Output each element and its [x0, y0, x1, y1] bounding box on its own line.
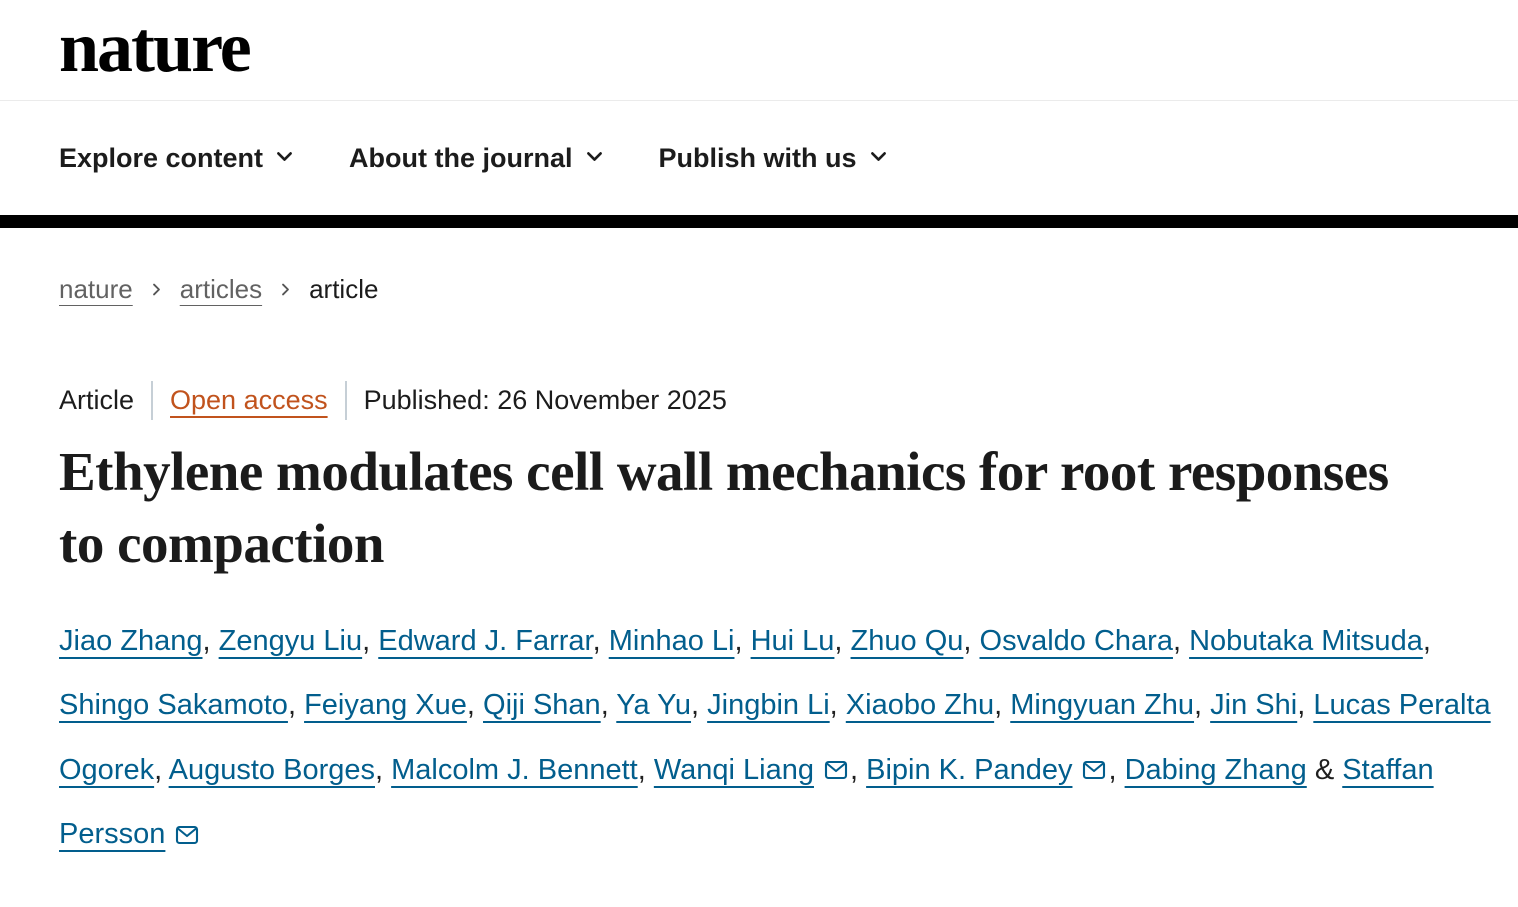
article-page: nature articles article Article Open acc… [0, 274, 1518, 867]
masthead: nature [0, 0, 1518, 101]
author-separator: , [1172, 625, 1190, 658]
author-separator: , [734, 625, 751, 658]
author-link[interactable]: Feiyang Xue [304, 688, 467, 721]
author-link[interactable]: Jin Shi [1210, 688, 1298, 721]
article-type-label: Article [59, 385, 135, 415]
author-link[interactable]: Malcolm J. Bennett [391, 753, 638, 786]
author-separator: , [592, 625, 609, 658]
author-link[interactable]: Ya Yu [616, 688, 692, 721]
author-link[interactable]: Staffan Persson [59, 753, 1434, 851]
chevron-right-icon [277, 274, 294, 305]
article-title: Ethylene modulates cell wall mechanics f… [59, 441, 1389, 575]
author-separator: , [637, 753, 654, 786]
author-link[interactable]: Dabing Zhang [1124, 753, 1307, 786]
author-link[interactable]: Nobutaka Mitsuda [1189, 625, 1423, 658]
author-link[interactable]: Jingbin Li [707, 688, 830, 721]
author-separator: , [834, 625, 851, 658]
nav-item-label: Publish with us [658, 142, 857, 173]
primary-nav: Explore content About the journal Publis… [0, 101, 1518, 215]
author-link[interactable]: Augusto Borges [168, 753, 375, 786]
author-ampersand: & [1306, 753, 1343, 786]
author-separator: , [1108, 753, 1125, 786]
chevron-down-icon [274, 143, 295, 174]
author-separator: , [362, 625, 379, 658]
author-link[interactable]: Osvaldo Chara [979, 625, 1173, 658]
author-separator: , [374, 753, 392, 786]
author-link[interactable]: Lucas Peralta Ogorek [59, 688, 1491, 786]
author-link[interactable]: Wanqi Liang [653, 753, 814, 786]
article-meta-row: Article Open access Published: 26 Novemb… [59, 381, 1518, 420]
author-link[interactable]: Hui Lu [750, 625, 835, 658]
author-separator: , [202, 625, 219, 658]
author-separator: , [466, 688, 484, 721]
nature-logo[interactable]: nature [59, 7, 252, 87]
nav-explore-content[interactable]: Explore content [59, 143, 295, 174]
header-divider-bar [0, 215, 1518, 228]
author-separator: , [1297, 688, 1314, 721]
breadcrumb-link-articles[interactable]: articles [179, 274, 263, 304]
author-separator: , [994, 688, 1011, 721]
site-header: nature Explore content About the journal… [0, 0, 1518, 228]
author-link[interactable]: Xiaobo Zhu [845, 688, 995, 721]
author-separator: , [1422, 625, 1431, 658]
breadcrumb-link-nature[interactable]: nature [59, 274, 133, 304]
author-link[interactable]: Shingo Sakamoto [59, 688, 288, 721]
chevron-right-icon [148, 274, 165, 305]
open-access-link[interactable]: Open access [170, 385, 328, 415]
author-separator: , [829, 688, 846, 721]
meta-separator [344, 381, 347, 420]
author-separator: , [287, 688, 305, 721]
meta-separator [151, 381, 154, 420]
author-separator: , [154, 753, 169, 786]
nav-item-label: About the journal [349, 142, 573, 173]
nav-item-label: Explore content [59, 142, 264, 173]
nav-publish-with-us[interactable]: Publish with us [659, 143, 889, 174]
author-link[interactable]: Edward J. Farrar [378, 625, 593, 658]
chevron-down-icon [584, 143, 605, 174]
author-link[interactable]: Zengyu Liu [218, 625, 363, 658]
author-separator: , [963, 625, 980, 658]
author-link[interactable]: Minhao Li [608, 625, 735, 658]
author-link[interactable]: Bipin K. Pandey [866, 753, 1073, 786]
author-separator: , [849, 753, 867, 786]
breadcrumb-current: article [309, 274, 379, 304]
author-link[interactable]: Qiji Shan [483, 688, 601, 721]
email-icon[interactable] [822, 738, 850, 802]
author-link[interactable]: Jiao Zhang [59, 625, 203, 658]
chevron-down-icon [868, 143, 889, 174]
published-date: Published: 26 November 2025 [363, 385, 727, 415]
author-separator: , [600, 688, 617, 721]
email-icon[interactable] [1080, 738, 1108, 802]
email-icon[interactable] [173, 802, 201, 866]
author-link[interactable]: Mingyuan Zhu [1010, 688, 1195, 721]
author-list: Jiao Zhang, Zengyu Liu, Edward J. Farrar… [59, 610, 1507, 867]
author-separator: , [1194, 688, 1211, 721]
breadcrumb: nature articles article [59, 274, 1518, 305]
author-separator: , [691, 688, 708, 721]
nav-about-the-journal[interactable]: About the journal [349, 143, 604, 174]
author-link[interactable]: Zhuo Qu [850, 625, 964, 658]
